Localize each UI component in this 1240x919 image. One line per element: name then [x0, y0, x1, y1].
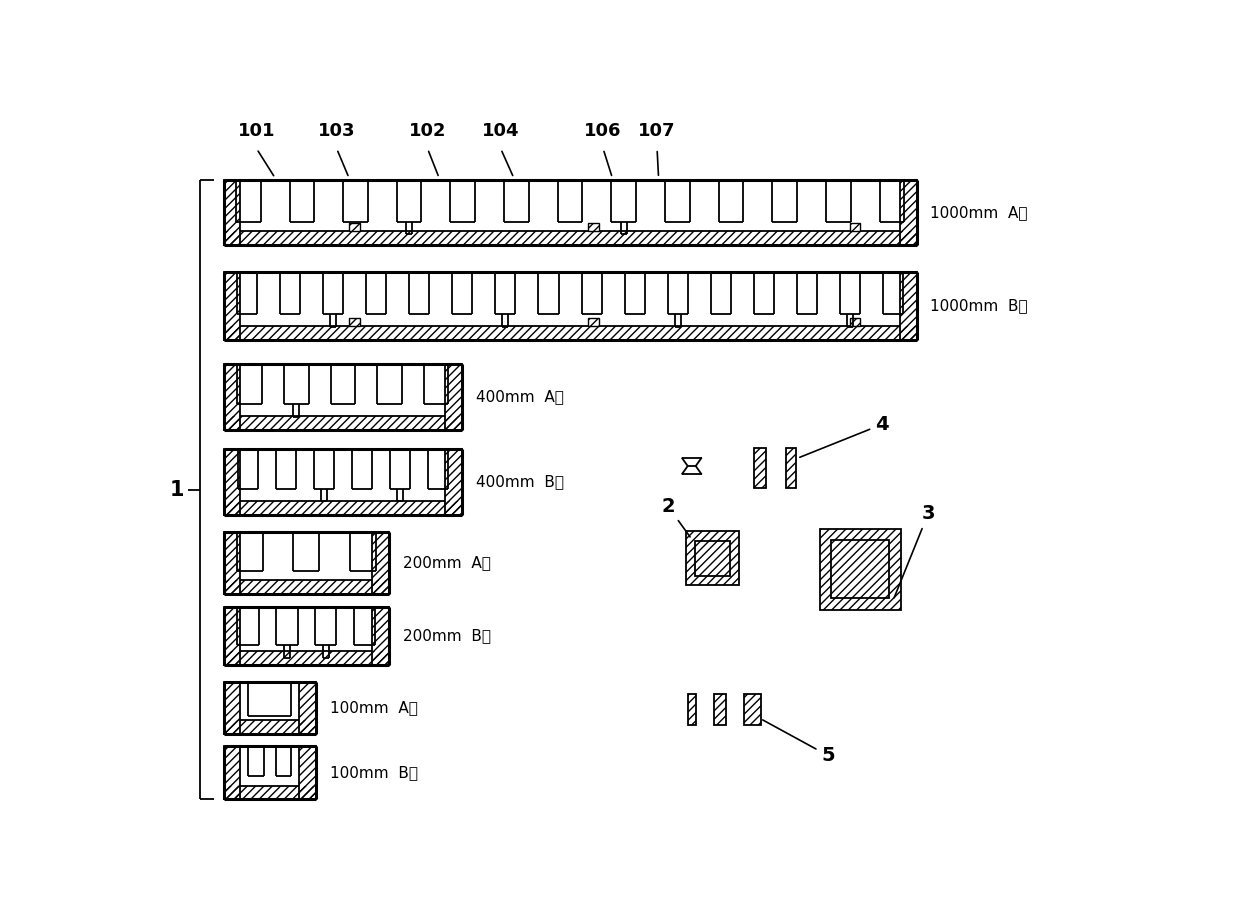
Bar — [849, 318, 861, 326]
Bar — [223, 272, 241, 340]
Bar — [849, 318, 861, 326]
Bar — [223, 720, 316, 734]
Bar — [744, 694, 761, 725]
Bar — [299, 746, 316, 800]
Bar — [223, 720, 316, 734]
Bar — [786, 448, 796, 488]
Bar — [688, 694, 696, 725]
Text: 103: 103 — [317, 121, 356, 140]
Bar — [223, 449, 241, 515]
Bar — [223, 786, 316, 800]
Bar — [372, 607, 389, 664]
Bar — [223, 179, 241, 245]
Bar — [223, 580, 389, 594]
Bar — [223, 501, 463, 515]
Text: 200mm  A型: 200mm A型 — [403, 556, 491, 571]
Text: 102: 102 — [409, 121, 446, 140]
Text: 200mm  B型: 200mm B型 — [403, 629, 491, 643]
Text: 1: 1 — [170, 480, 185, 500]
Bar — [223, 232, 916, 245]
Text: 400mm  A型: 400mm A型 — [476, 390, 564, 404]
Bar — [350, 223, 360, 232]
Bar — [588, 223, 599, 232]
Bar — [372, 532, 389, 594]
Text: 400mm  B型: 400mm B型 — [476, 474, 564, 489]
Text: 4: 4 — [800, 415, 889, 458]
Bar — [299, 682, 316, 734]
Bar — [588, 318, 599, 326]
Text: 1000mm  B型: 1000mm B型 — [930, 299, 1028, 313]
Bar — [223, 232, 916, 245]
Bar — [223, 272, 241, 340]
Bar — [223, 532, 241, 594]
Bar — [223, 746, 241, 800]
Text: 3: 3 — [894, 505, 935, 598]
Bar — [223, 682, 241, 734]
Bar — [223, 326, 916, 340]
Bar — [714, 694, 727, 725]
Bar — [849, 223, 861, 232]
Bar — [445, 449, 463, 515]
Text: 100mm  A型: 100mm A型 — [330, 700, 418, 715]
Bar — [445, 449, 463, 515]
Bar — [223, 786, 316, 800]
Bar — [223, 416, 463, 430]
Text: 107: 107 — [639, 121, 676, 140]
Bar — [694, 540, 730, 576]
Bar — [820, 528, 900, 609]
Bar — [686, 531, 739, 585]
Bar — [223, 179, 241, 245]
Bar — [899, 272, 916, 340]
Bar — [849, 223, 861, 232]
Bar — [372, 532, 389, 594]
Text: 101: 101 — [238, 121, 275, 140]
Bar — [223, 326, 916, 340]
Text: 5: 5 — [763, 720, 835, 765]
Text: 1000mm  A型: 1000mm A型 — [930, 205, 1028, 220]
Bar — [372, 607, 389, 664]
Bar — [350, 318, 360, 326]
Bar — [714, 694, 727, 725]
Bar — [786, 448, 796, 488]
Bar — [899, 179, 916, 245]
Bar — [688, 694, 696, 725]
Bar — [223, 580, 389, 594]
Text: 2: 2 — [661, 496, 691, 537]
Bar — [686, 531, 739, 585]
Bar — [445, 364, 463, 430]
Bar — [588, 223, 599, 232]
Text: 106: 106 — [584, 121, 622, 140]
Bar — [223, 449, 241, 515]
Bar — [820, 528, 900, 609]
Text: 104: 104 — [482, 121, 520, 140]
Bar — [754, 448, 766, 488]
Bar — [223, 607, 241, 664]
Bar — [223, 416, 463, 430]
Bar — [588, 318, 599, 326]
Bar — [899, 179, 916, 245]
Bar — [223, 501, 463, 515]
Bar — [299, 682, 316, 734]
Bar — [754, 448, 766, 488]
Bar — [223, 651, 389, 664]
Bar — [223, 607, 241, 664]
Bar — [350, 223, 360, 232]
Bar — [223, 682, 241, 734]
Bar — [350, 318, 360, 326]
Bar — [832, 540, 889, 598]
Bar — [744, 694, 761, 725]
Text: 100mm  B型: 100mm B型 — [330, 766, 418, 780]
Bar — [445, 364, 463, 430]
Bar — [899, 272, 916, 340]
Bar — [299, 746, 316, 800]
Bar — [223, 651, 389, 664]
Bar — [223, 746, 241, 800]
Bar — [223, 364, 241, 430]
Bar — [223, 532, 241, 594]
Bar — [223, 364, 241, 430]
